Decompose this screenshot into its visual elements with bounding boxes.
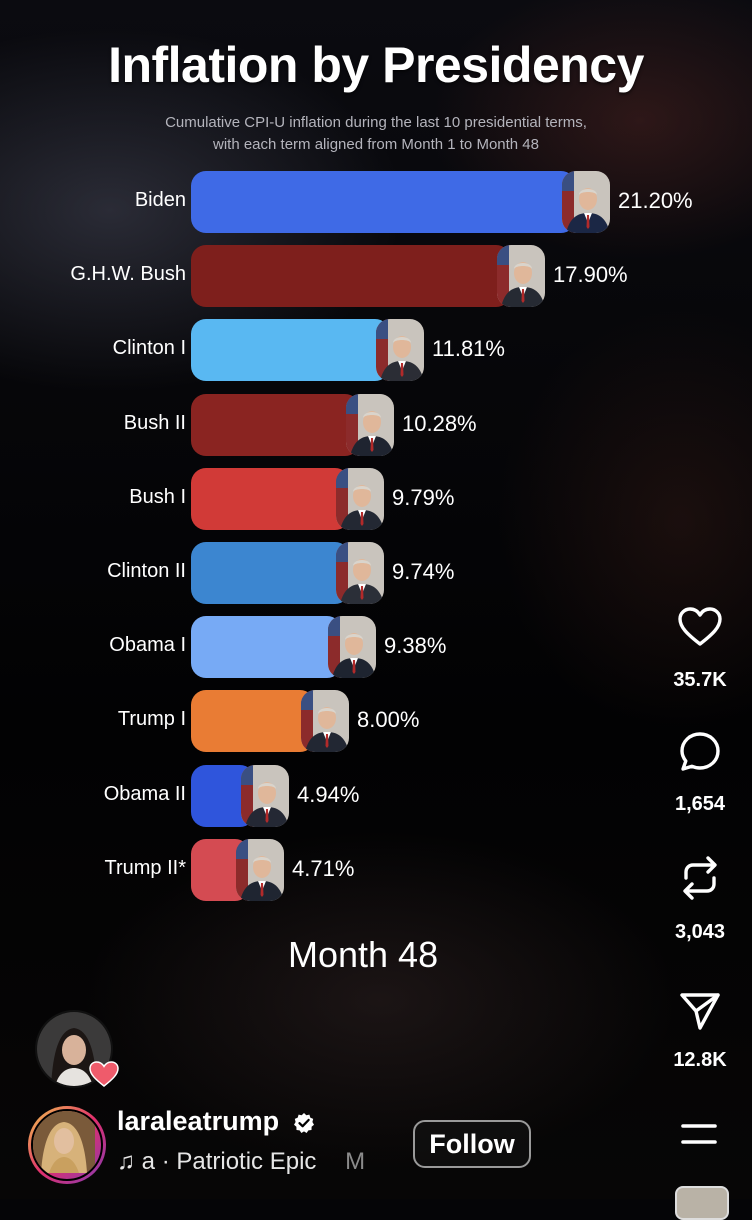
bar-category-label: Bush I <box>129 486 186 508</box>
comment-icon <box>680 732 720 771</box>
chart-bar <box>191 394 360 456</box>
president-portrait <box>376 319 424 381</box>
comment-button[interactable]: 1,654 <box>662 730 738 816</box>
audio-cover-thumbnail[interactable] <box>675 1186 729 1220</box>
more-options-button[interactable] <box>680 1122 718 1153</box>
bar-category-label: G.H.W. Bush <box>70 263 186 285</box>
verified-badge-icon <box>293 1112 314 1133</box>
username-row[interactable]: laraleatrump <box>117 1106 315 1137</box>
chart-bar <box>191 245 511 307</box>
bar-value-label: 8.00% <box>357 707 420 732</box>
audio-track-name: a · Patriotic Epic <box>141 1148 317 1175</box>
bar-value-label: 4.94% <box>297 782 360 807</box>
chart-bar <box>191 468 350 530</box>
bar-category-label: Clinton II <box>107 560 186 582</box>
president-portrait <box>328 616 376 678</box>
chart-bar <box>191 542 350 604</box>
bar-category-label: Biden <box>134 189 186 211</box>
president-portrait <box>497 245 545 307</box>
bar-value-label: 9.79% <box>392 485 455 510</box>
repost-icon <box>683 856 717 900</box>
menu-icon <box>681 1124 717 1144</box>
repost-button[interactable]: 3,043 <box>662 854 738 944</box>
bar-category-label: Obama I <box>109 634 186 656</box>
bar-value-label: 10.28% <box>402 411 477 436</box>
like-count: 35.7K <box>673 669 727 691</box>
repost-count: 3,043 <box>674 921 726 943</box>
video-subtitle-line-1: Cumulative CPI-U inflation during the la… <box>165 114 587 131</box>
liked-heart-icon <box>89 1061 119 1087</box>
profile-photo <box>33 1111 95 1173</box>
share-count: 12.8K <box>673 1049 727 1071</box>
bar-value-label: 17.90% <box>553 262 628 287</box>
like-button[interactable]: 35.7K <box>662 606 738 692</box>
comment-count: 1,654 <box>674 793 726 815</box>
profile-avatar[interactable] <box>28 1106 106 1184</box>
audio-track-row[interactable]: ♫ a · Patriotic Epic M <box>117 1148 365 1176</box>
president-portrait <box>562 171 610 233</box>
president-portrait <box>301 690 349 752</box>
follow-button[interactable]: Follow <box>413 1120 531 1168</box>
video-subtitle-line-2: with each term aligned from Month 1 to M… <box>212 136 539 153</box>
bar-category-label: Trump II* <box>104 857 187 879</box>
chart-bar <box>191 690 315 752</box>
chart-bar <box>191 616 342 678</box>
president-portrait <box>241 765 289 827</box>
bar-value-label: 9.38% <box>384 633 447 658</box>
bar-value-label: 9.74% <box>392 559 455 584</box>
music-note-icon: ♫ <box>117 1148 135 1175</box>
chart-bar <box>191 319 390 381</box>
bar-value-label: 11.81% <box>432 336 505 361</box>
bar-category-label: Obama II <box>103 783 186 805</box>
president-portrait <box>236 839 284 901</box>
heart-icon <box>678 607 722 646</box>
president-portrait <box>336 542 384 604</box>
bar-category-label: Clinton I <box>112 337 186 359</box>
month-label: Month 48 <box>288 934 439 975</box>
bar-value-label: 21.20% <box>618 188 693 213</box>
president-portrait <box>346 394 394 456</box>
bar-category-label: Bush II <box>123 412 186 434</box>
chart-bar <box>191 171 576 233</box>
username[interactable]: laraleatrump <box>117 1106 280 1136</box>
bar-value-label: 4.71% <box>292 856 355 881</box>
share-button[interactable]: 12.8K <box>662 990 738 1072</box>
president-portrait <box>336 468 384 530</box>
audio-track-overflow: M <box>345 1148 366 1175</box>
video-title: Inflation by Presidency <box>108 37 644 93</box>
bar-category-label: Trump I <box>117 708 186 730</box>
send-icon <box>680 993 720 1030</box>
